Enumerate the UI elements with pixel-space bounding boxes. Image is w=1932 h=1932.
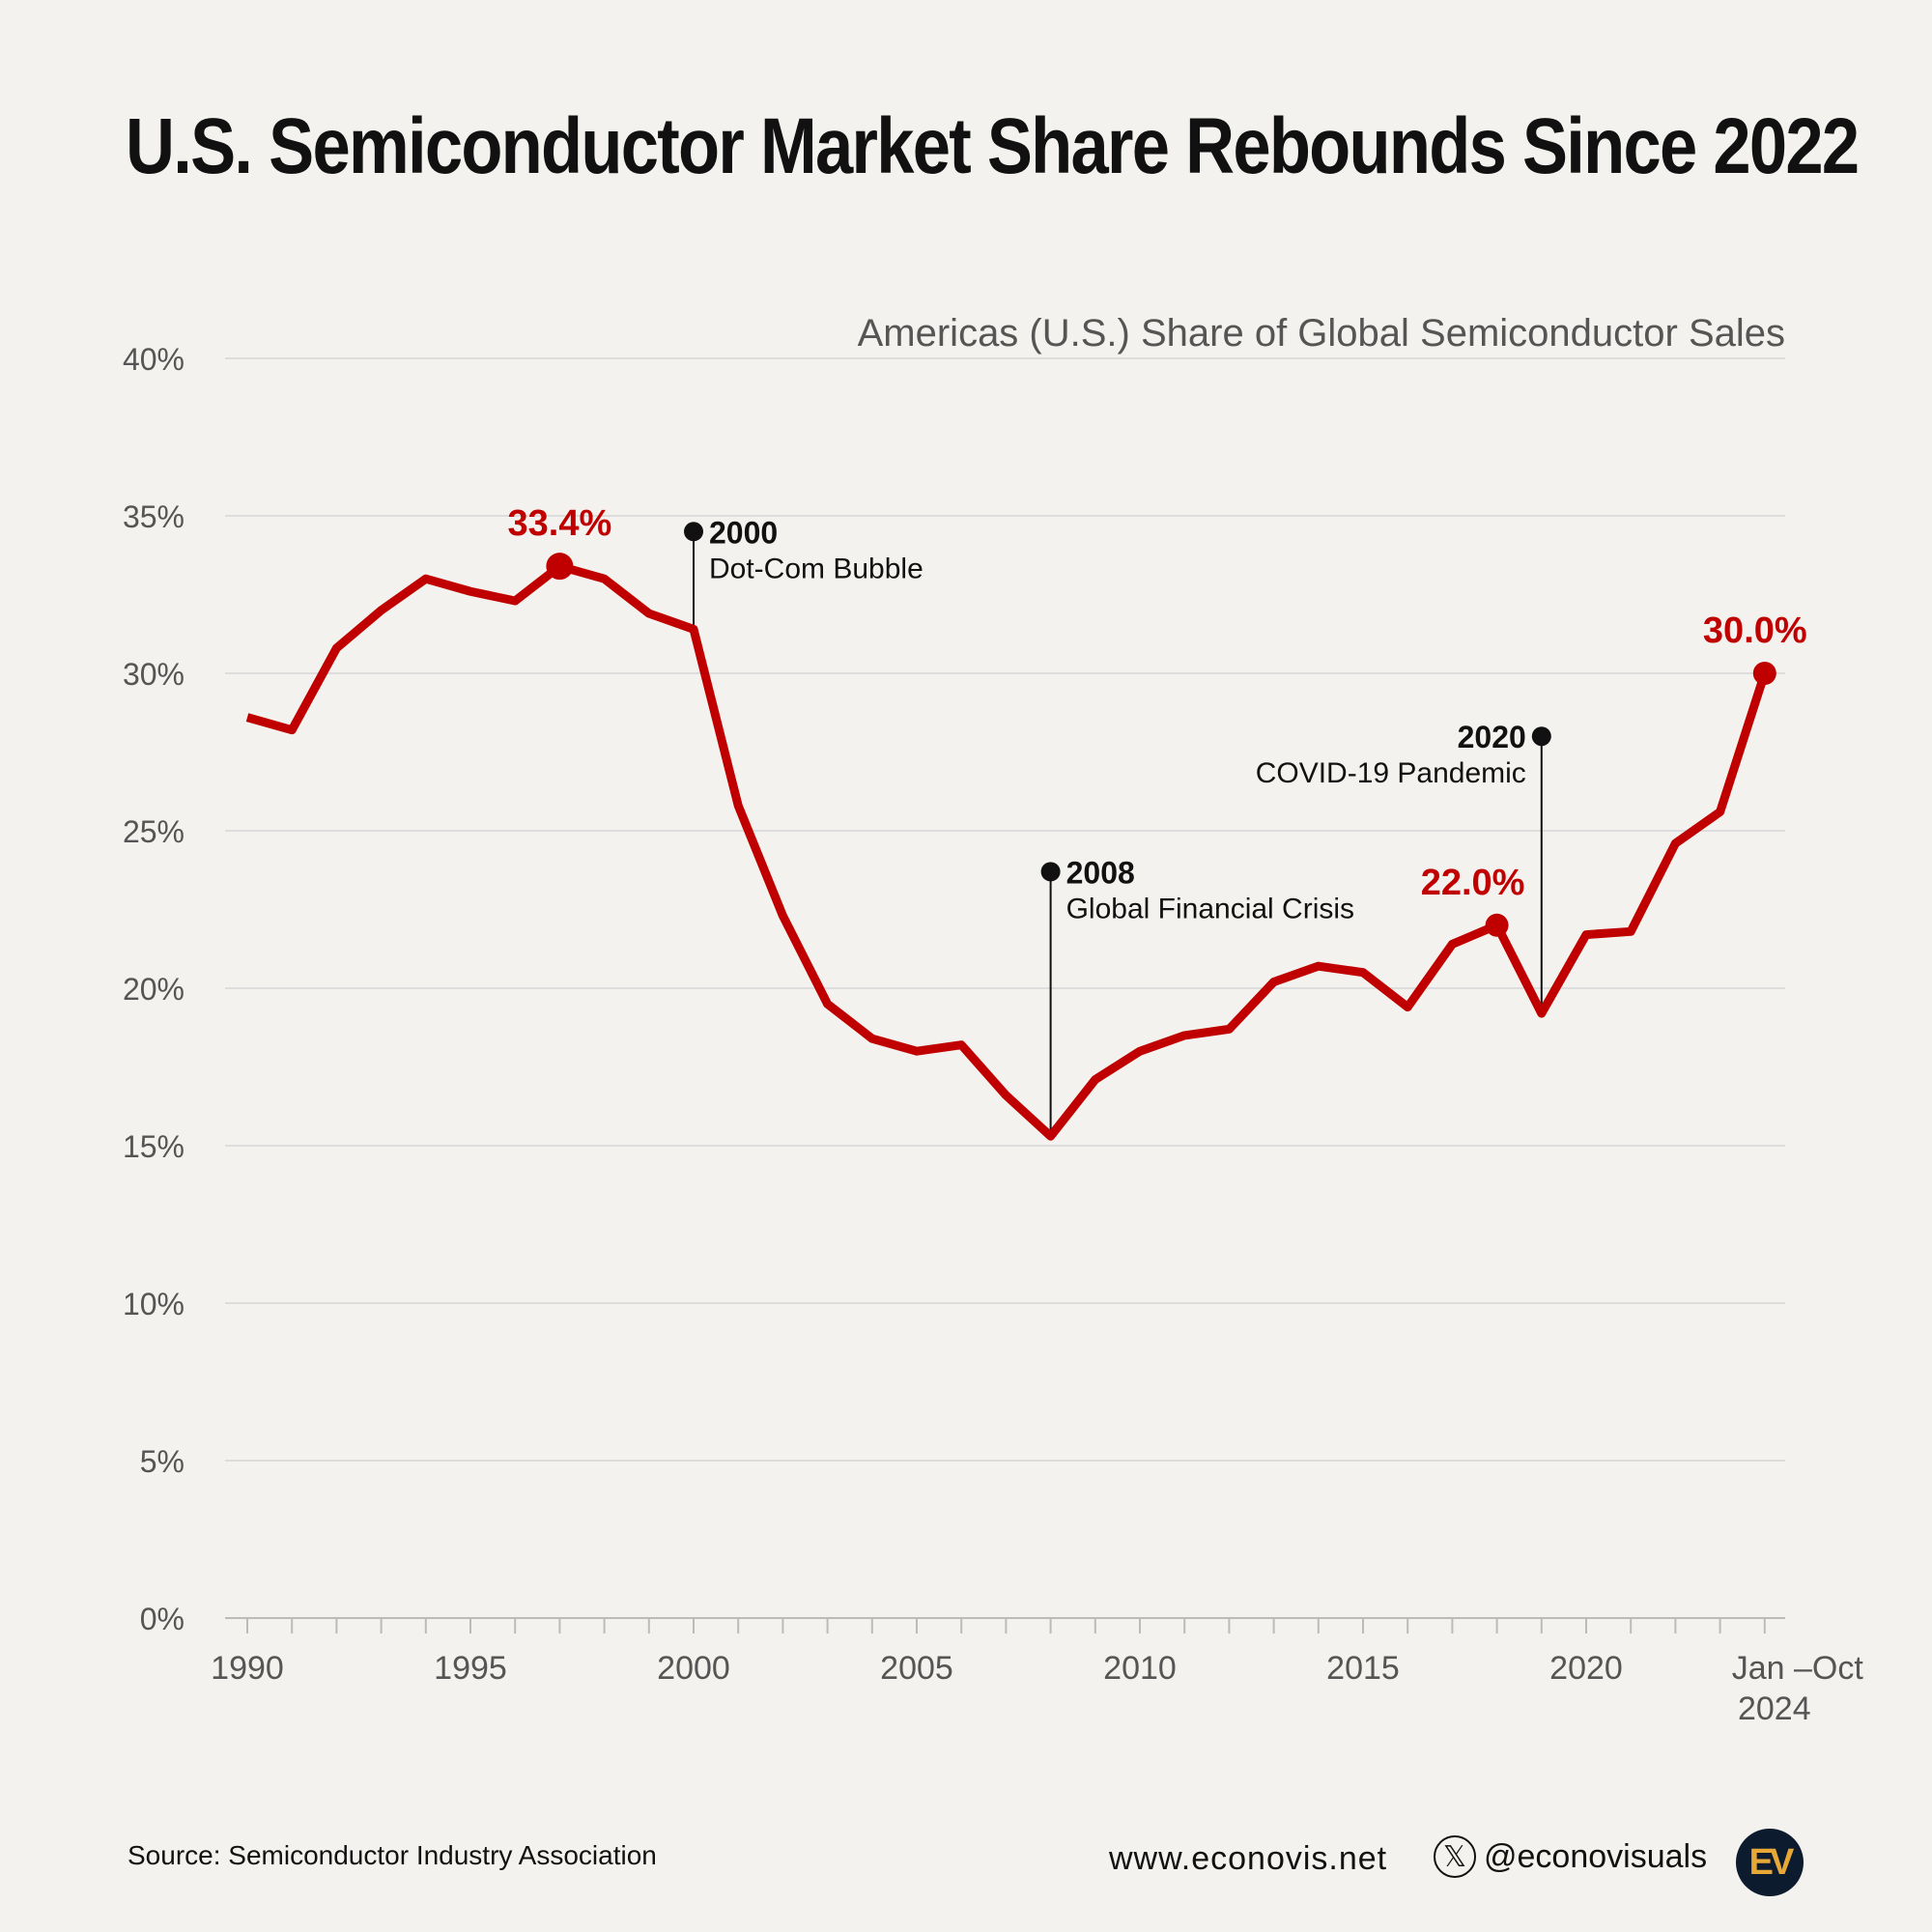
x-tick-label: 2020 bbox=[1549, 1650, 1623, 1687]
annotation-text: Global Financial Crisis bbox=[1066, 893, 1354, 924]
annotation-text: Dot-Com Bubble bbox=[709, 553, 923, 584]
x-tick-label: 1995 bbox=[434, 1650, 507, 1687]
y-tick-label: 30% bbox=[123, 657, 185, 692]
highlight-label: 22.0% bbox=[1421, 863, 1525, 903]
y-tick-label: 10% bbox=[123, 1287, 185, 1321]
x-tick-label: 2010 bbox=[1103, 1650, 1177, 1687]
y-tick-label: 15% bbox=[123, 1129, 185, 1164]
x-tick-label: 2024 bbox=[1738, 1690, 1811, 1727]
y-tick-label: 20% bbox=[123, 972, 185, 1007]
annotation-year: 2008 bbox=[1066, 855, 1135, 890]
x-tick-label: 1990 bbox=[211, 1650, 284, 1687]
annotation-text: COVID-19 Pandemic bbox=[1256, 757, 1526, 789]
highlight-point bbox=[546, 553, 574, 581]
x-tick-label: 2015 bbox=[1326, 1650, 1400, 1687]
series-line bbox=[245, 561, 1770, 1141]
highlight-point bbox=[1752, 662, 1776, 685]
x-logo-icon: 𝕏 bbox=[1434, 1835, 1476, 1878]
handle-text: @econovisuals bbox=[1484, 1837, 1708, 1875]
highlight-label: 33.4% bbox=[508, 503, 612, 544]
highlight-point bbox=[1485, 913, 1509, 937]
annotation-dot bbox=[684, 522, 703, 542]
chart-subtitle: Americas (U.S.) Share of Global Semicond… bbox=[858, 312, 1785, 355]
highlight-label: 30.0% bbox=[1703, 611, 1807, 651]
y-tick-label: 5% bbox=[140, 1444, 185, 1479]
annotation-dot bbox=[1531, 726, 1551, 747]
y-tick-label: 40% bbox=[123, 342, 185, 377]
annotation-year: 2020 bbox=[1458, 720, 1526, 754]
annotation-dot bbox=[1040, 862, 1061, 882]
page-title: U.S. Semiconductor Market Share Rebounds… bbox=[126, 102, 1860, 190]
website-link[interactable]: www.econovis.net bbox=[1109, 1840, 1388, 1877]
annotation-year: 2000 bbox=[709, 515, 778, 550]
x-handle[interactable]: 𝕏 @econovisuals bbox=[1434, 1835, 1707, 1878]
x-tick-label: 2000 bbox=[657, 1650, 730, 1687]
x-tick-label: 2005 bbox=[880, 1650, 953, 1687]
source-note: Source: Semiconductor Industry Associati… bbox=[128, 1840, 657, 1870]
x-tick-label: Jan –Oct bbox=[1732, 1650, 1864, 1687]
y-tick-label: 35% bbox=[123, 499, 185, 534]
y-tick-label: 0% bbox=[140, 1602, 185, 1636]
econovis-logo: EV bbox=[1736, 1829, 1804, 1896]
y-tick-label: 25% bbox=[123, 814, 185, 849]
